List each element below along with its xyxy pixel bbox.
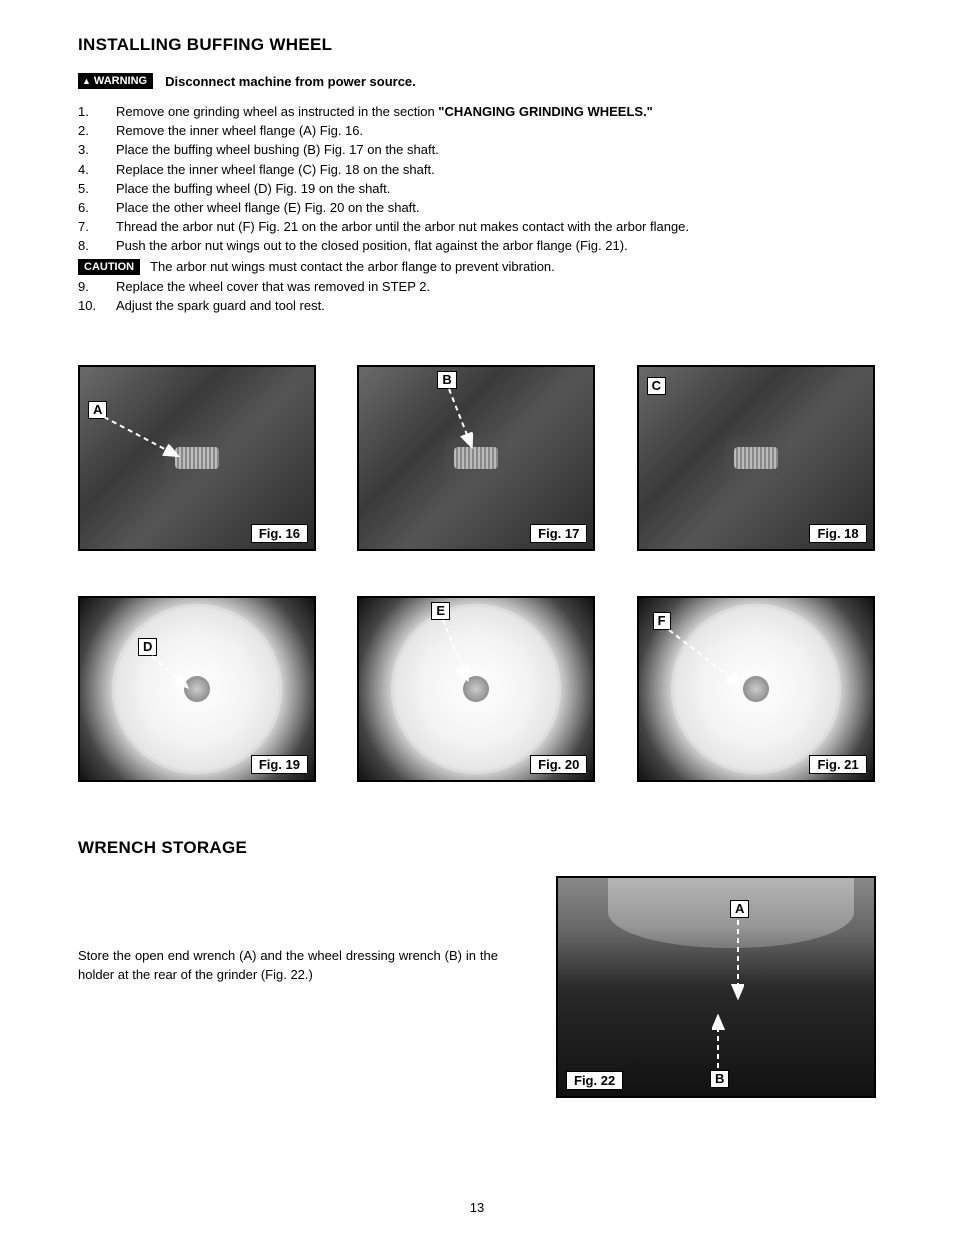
step-row: 10.Adjust the spark guard and tool rest. bbox=[78, 297, 876, 315]
step-row: 2.Remove the inner wheel flange (A) Fig.… bbox=[78, 122, 876, 140]
heading-wrench: WRENCH STORAGE bbox=[78, 838, 876, 858]
step-text: Remove the inner wheel flange (A) Fig. 1… bbox=[116, 122, 876, 140]
step-number: 2. bbox=[78, 122, 116, 140]
step-text: Replace the wheel cover that was removed… bbox=[116, 278, 876, 296]
figure-fig18: C Fig. 18 bbox=[637, 365, 875, 551]
page-number: 13 bbox=[470, 1200, 484, 1215]
warning-text: Disconnect machine from power source. bbox=[165, 74, 416, 89]
figure-22: A B Fig. 22 bbox=[556, 876, 876, 1098]
step-row: 5.Place the buffing wheel (D) Fig. 19 on… bbox=[78, 180, 876, 198]
figure-caption-22: Fig. 22 bbox=[566, 1071, 623, 1090]
caution-text: The arbor nut wings must contact the arb… bbox=[150, 259, 555, 274]
step-text: Replace the inner wheel flange (C) Fig. … bbox=[116, 161, 876, 179]
figure-fig21: FFig. 21 bbox=[637, 596, 875, 782]
step-text: Push the arbor nut wings out to the clos… bbox=[116, 237, 876, 255]
figure-fig16: AFig. 16 bbox=[78, 365, 316, 551]
figure-fig20: EFig. 20 bbox=[357, 596, 595, 782]
figure-fig19: DFig. 19 bbox=[78, 596, 316, 782]
step-text: Thread the arbor nut (F) Fig. 21 on the … bbox=[116, 218, 876, 236]
caution-badge: CAUTION bbox=[78, 259, 140, 275]
figure-caption: Fig. 16 bbox=[251, 524, 308, 543]
arrow-b bbox=[558, 878, 876, 1098]
wrench-paragraph: Store the open end wrench (A) and the wh… bbox=[78, 946, 498, 985]
figure-caption: Fig. 19 bbox=[251, 755, 308, 774]
step-number: 4. bbox=[78, 161, 116, 179]
step-text: Adjust the spark guard and tool rest. bbox=[116, 297, 876, 315]
step-row: 4.Replace the inner wheel flange (C) Fig… bbox=[78, 161, 876, 179]
step-row: 1.Remove one grinding wheel as instructe… bbox=[78, 103, 876, 121]
step-row: 8.Push the arbor nut wings out to the cl… bbox=[78, 237, 876, 255]
figure-fig17: BFig. 17 bbox=[357, 365, 595, 551]
step-row: 9.Replace the wheel cover that was remov… bbox=[78, 278, 876, 296]
step-text: Remove one grinding wheel as instructed … bbox=[116, 103, 876, 121]
step-text: Place the buffing wheel (D) Fig. 19 on t… bbox=[116, 180, 876, 198]
warning-badge: WARNING bbox=[78, 73, 153, 89]
step-number: 10. bbox=[78, 297, 116, 315]
figure-caption: Fig. 21 bbox=[809, 755, 866, 774]
figure-caption: Fig. 20 bbox=[530, 755, 587, 774]
step-row: 6.Place the other wheel flange (E) Fig. … bbox=[78, 199, 876, 217]
step-number: 1. bbox=[78, 103, 116, 121]
shaft-illustration bbox=[734, 447, 778, 469]
figure-caption: Fig. 17 bbox=[530, 524, 587, 543]
figure-grid: AFig. 16BFig. 17 C Fig. 18 DFig. 19EFig. 20… bbox=[78, 365, 876, 782]
steps-list-2: 9.Replace the wheel cover that was remov… bbox=[78, 278, 876, 315]
step-row: 7.Thread the arbor nut (F) Fig. 21 on th… bbox=[78, 218, 876, 236]
step-text: Place the buffing wheel bushing (B) Fig.… bbox=[116, 141, 876, 159]
step-row: 3.Place the buffing wheel bushing (B) Fi… bbox=[78, 141, 876, 159]
heading-buffing: INSTALLING BUFFING WHEEL bbox=[78, 35, 876, 55]
caution-line: CAUTION The arbor nut wings must contact… bbox=[78, 259, 876, 275]
wrench-section: Store the open end wrench (A) and the wh… bbox=[78, 876, 876, 1098]
step-number: 9. bbox=[78, 278, 116, 296]
step-number: 8. bbox=[78, 237, 116, 255]
steps-list-1: 1.Remove one grinding wheel as instructe… bbox=[78, 103, 876, 256]
warning-row: WARNING Disconnect machine from power so… bbox=[78, 73, 876, 89]
figure-caption: Fig. 18 bbox=[809, 524, 866, 543]
step-number: 5. bbox=[78, 180, 116, 198]
letter-label-c: C bbox=[647, 377, 666, 395]
step-number: 6. bbox=[78, 199, 116, 217]
step-text: Place the other wheel flange (E) Fig. 20… bbox=[116, 199, 876, 217]
step-number: 7. bbox=[78, 218, 116, 236]
step-number: 3. bbox=[78, 141, 116, 159]
